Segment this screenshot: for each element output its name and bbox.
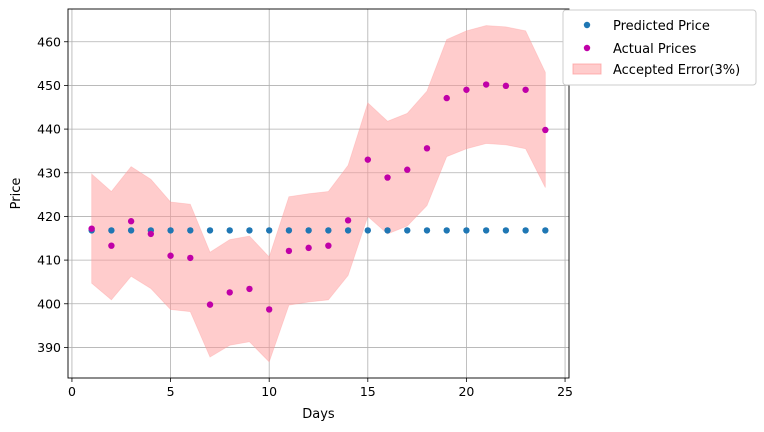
actual-price-point bbox=[88, 225, 95, 232]
legend-marker-actual bbox=[583, 44, 591, 52]
predicted-price-point bbox=[246, 227, 253, 234]
legend-label-band: Accepted Error(3%) bbox=[613, 63, 740, 78]
predicted-price-point bbox=[108, 227, 115, 234]
predicted-price-point bbox=[305, 227, 312, 234]
x-axis-ticks: 0 5 10 15 20 25 bbox=[68, 378, 573, 399]
x-tick-label: 10 bbox=[261, 384, 277, 399]
x-axis-label: Days bbox=[302, 407, 335, 422]
legend-label-actual: Actual Prices bbox=[613, 42, 697, 57]
x-tick-label: 20 bbox=[458, 384, 474, 399]
actual-price-point bbox=[167, 252, 174, 259]
predicted-price-point bbox=[423, 227, 431, 234]
predicted-price-point bbox=[443, 227, 450, 234]
predicted-price-point bbox=[265, 227, 273, 234]
plot-frame bbox=[67, 8, 570, 379]
y-tick-label: 420 bbox=[37, 209, 61, 224]
actual-price-point bbox=[187, 254, 194, 262]
predicted-price-point bbox=[463, 227, 470, 234]
predicted-price-point bbox=[344, 227, 352, 234]
y-tick-label: 410 bbox=[37, 253, 61, 268]
predicted-price-point bbox=[502, 227, 510, 234]
actual-price-point bbox=[108, 242, 115, 249]
accepted-error-band bbox=[91, 25, 546, 363]
legend-marker-predicted bbox=[583, 21, 591, 29]
actual-price-point bbox=[325, 242, 332, 249]
predicted-price-point bbox=[325, 227, 332, 234]
predicted-price-point bbox=[482, 227, 490, 234]
y-tick-label: 400 bbox=[37, 296, 61, 311]
actual-prices-points bbox=[88, 81, 549, 313]
y-tick-label: 430 bbox=[37, 165, 61, 180]
x-tick-label: 0 bbox=[68, 384, 76, 399]
actual-price-point bbox=[443, 94, 450, 102]
predicted-price-point bbox=[384, 227, 391, 234]
predicted-price-points bbox=[88, 227, 549, 234]
predicted-price-point bbox=[226, 227, 233, 234]
actual-price-point bbox=[423, 145, 431, 152]
predicted-price-point bbox=[206, 227, 214, 234]
x-tick-label: 15 bbox=[360, 384, 376, 399]
legend: Predicted Price Actual Prices Accepted E… bbox=[562, 9, 757, 86]
x-tick-label: 5 bbox=[167, 384, 175, 399]
actual-price-point bbox=[344, 217, 352, 224]
actual-price-point bbox=[305, 244, 312, 252]
actual-price-point bbox=[404, 166, 411, 173]
actual-price-point bbox=[246, 285, 253, 293]
actual-price-point bbox=[364, 156, 372, 163]
predicted-price-point bbox=[127, 227, 135, 234]
y-tick-label: 460 bbox=[37, 34, 61, 49]
y-axis-ticks: 390 400 410 420 430 440 450 460 bbox=[37, 34, 68, 355]
actual-price-point bbox=[265, 306, 273, 313]
actual-price-point bbox=[542, 126, 549, 134]
legend-label-predicted: Predicted Price bbox=[613, 19, 710, 34]
actual-price-point bbox=[384, 174, 391, 181]
actual-price-point bbox=[502, 82, 510, 90]
actual-price-point bbox=[463, 86, 470, 93]
predicted-price-point bbox=[404, 227, 411, 234]
predicted-price-point bbox=[364, 227, 372, 234]
actual-price-point bbox=[522, 86, 529, 93]
actual-price-point bbox=[226, 289, 233, 296]
y-tick-label: 440 bbox=[37, 122, 61, 137]
actual-price-point bbox=[206, 301, 214, 308]
actual-price-point bbox=[285, 247, 293, 255]
y-tick-label: 450 bbox=[37, 78, 61, 93]
x-tick-label: 25 bbox=[557, 384, 573, 399]
y-axis-label: Price bbox=[9, 178, 24, 210]
actual-price-point bbox=[482, 81, 490, 88]
y-tick-label: 390 bbox=[37, 340, 61, 355]
predicted-price-point bbox=[542, 227, 549, 234]
legend-marker-band bbox=[572, 63, 602, 75]
predicted-price-point bbox=[285, 227, 293, 234]
legend-box bbox=[562, 9, 757, 86]
predicted-price-point bbox=[187, 227, 194, 234]
predicted-price-point bbox=[167, 227, 174, 234]
actual-price-point bbox=[127, 218, 135, 225]
actual-price-point bbox=[147, 230, 155, 238]
predicted-price-point bbox=[522, 227, 529, 234]
